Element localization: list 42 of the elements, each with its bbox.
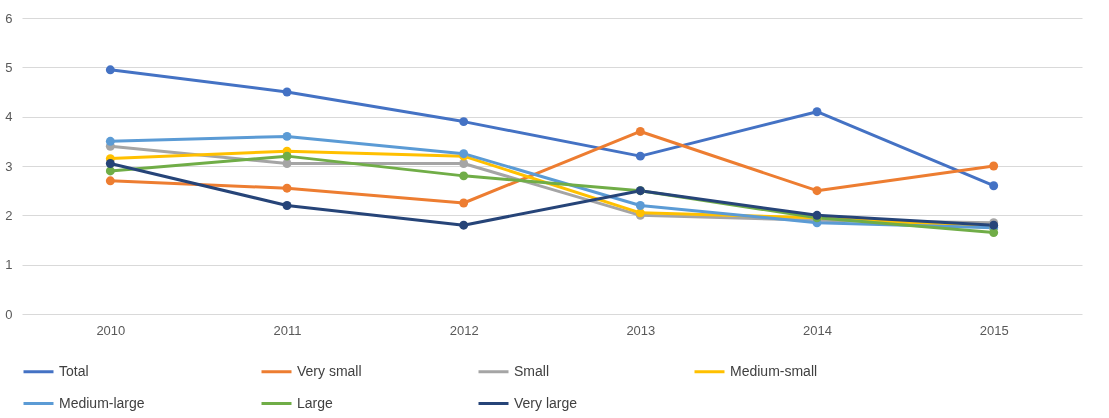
point [282,201,292,210]
x-tick-label: 2015 [979,322,1009,338]
point [459,159,469,168]
point [989,181,999,191]
point [459,198,469,208]
point [635,127,645,136]
point [989,161,999,171]
legend-label: Medium-large [59,394,145,411]
point [635,201,645,210]
x-tick-label: 2014 [803,322,832,338]
y-tick-label: 0 [5,306,13,322]
point [812,107,822,117]
legend-label: Very large [514,394,578,411]
legend-label: Medium-small [730,362,818,379]
y-tick-label: 5 [5,59,13,75]
point [989,228,999,238]
point [282,87,292,97]
x-tick-label: 2012 [449,322,479,338]
y-tick-label: 3 [5,158,13,174]
point [812,186,822,196]
x-tick-label: 2013 [626,322,656,338]
legend-label: Very small [297,362,362,379]
legend-label: Large [297,394,334,411]
point [282,131,292,141]
y-tick-label: 4 [5,109,13,125]
point [635,151,645,161]
legend-label: Small [514,362,550,379]
y-tick-label: 1 [5,257,13,273]
point [459,171,469,181]
x-tick-label: 2011 [273,322,302,338]
point [105,159,115,168]
point [459,220,469,230]
y-tick-label: 6 [5,10,13,26]
point [105,176,115,186]
point [282,183,292,193]
x-tick-label: 2010 [96,322,126,338]
y-tick-label: 2 [5,207,13,223]
point [105,136,115,146]
point [282,151,292,161]
legend-label: Total [59,362,89,379]
point [105,65,115,75]
point [459,117,469,127]
